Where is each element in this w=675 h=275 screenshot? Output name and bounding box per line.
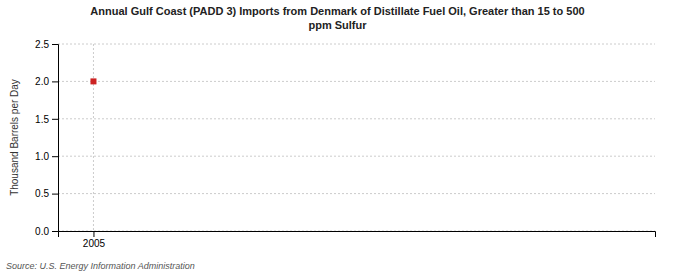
y-tick-label: 1.0 [35, 151, 49, 162]
y-tick: 2.0 [35, 76, 58, 87]
y-tick-label: 2.5 [35, 39, 49, 50]
y-tick-label: 0.0 [35, 226, 49, 237]
y-tick: 1.5 [35, 114, 58, 125]
title-line: ppm Sulfur [308, 19, 367, 31]
y-tick-mark [52, 156, 58, 157]
grid-line [58, 81, 655, 82]
points [90, 78, 96, 84]
y-tick-mark [52, 194, 58, 195]
title-line: Annual Gulf Coast (PADD 3) Imports from … [90, 5, 584, 17]
grid-line [93, 44, 94, 231]
y-tick-label: 0.5 [35, 188, 49, 199]
y-tick: 0.0 [35, 226, 58, 237]
title: Annual Gulf Coast (PADD 3) Imports from … [90, 5, 584, 31]
y-tick-label: 1.5 [35, 114, 49, 125]
grid-line [58, 118, 655, 119]
y-tick-mark [52, 231, 58, 232]
y-tick: 1.0 [35, 151, 58, 162]
plot-area: 2005 0.0 0.5 1.0 1.5 2.0 2.5 [35, 39, 655, 249]
source-note: Source: U.S. Energy Information Administ… [6, 261, 195, 271]
y-axis: 0.0 0.5 1.0 1.5 2.0 2.5 [35, 39, 58, 237]
y-tick: 2.5 [35, 39, 58, 50]
y-axis-title: Thousand Barrels per Day [9, 79, 20, 196]
x-tick-label: 2005 [83, 238, 106, 249]
grid-line [58, 156, 655, 157]
point [90, 78, 96, 84]
y-tick-mark [52, 44, 58, 45]
x-tick-mark [93, 231, 94, 237]
x-axis: 2005 [59, 231, 656, 249]
y-axis-line [52, 45, 59, 232]
y-tick-mark [52, 119, 58, 120]
y-tick-label: 2.0 [35, 76, 49, 87]
y-tick-mark [52, 81, 58, 82]
grid-line [58, 193, 655, 194]
grid-line [58, 44, 655, 45]
x-tick: 2005 [83, 231, 106, 249]
x-axis-line [59, 232, 656, 238]
y-tick: 0.5 [35, 188, 58, 199]
chart: Annual Gulf Coast (PADD 3) Imports from … [0, 0, 675, 275]
grid [58, 44, 655, 231]
